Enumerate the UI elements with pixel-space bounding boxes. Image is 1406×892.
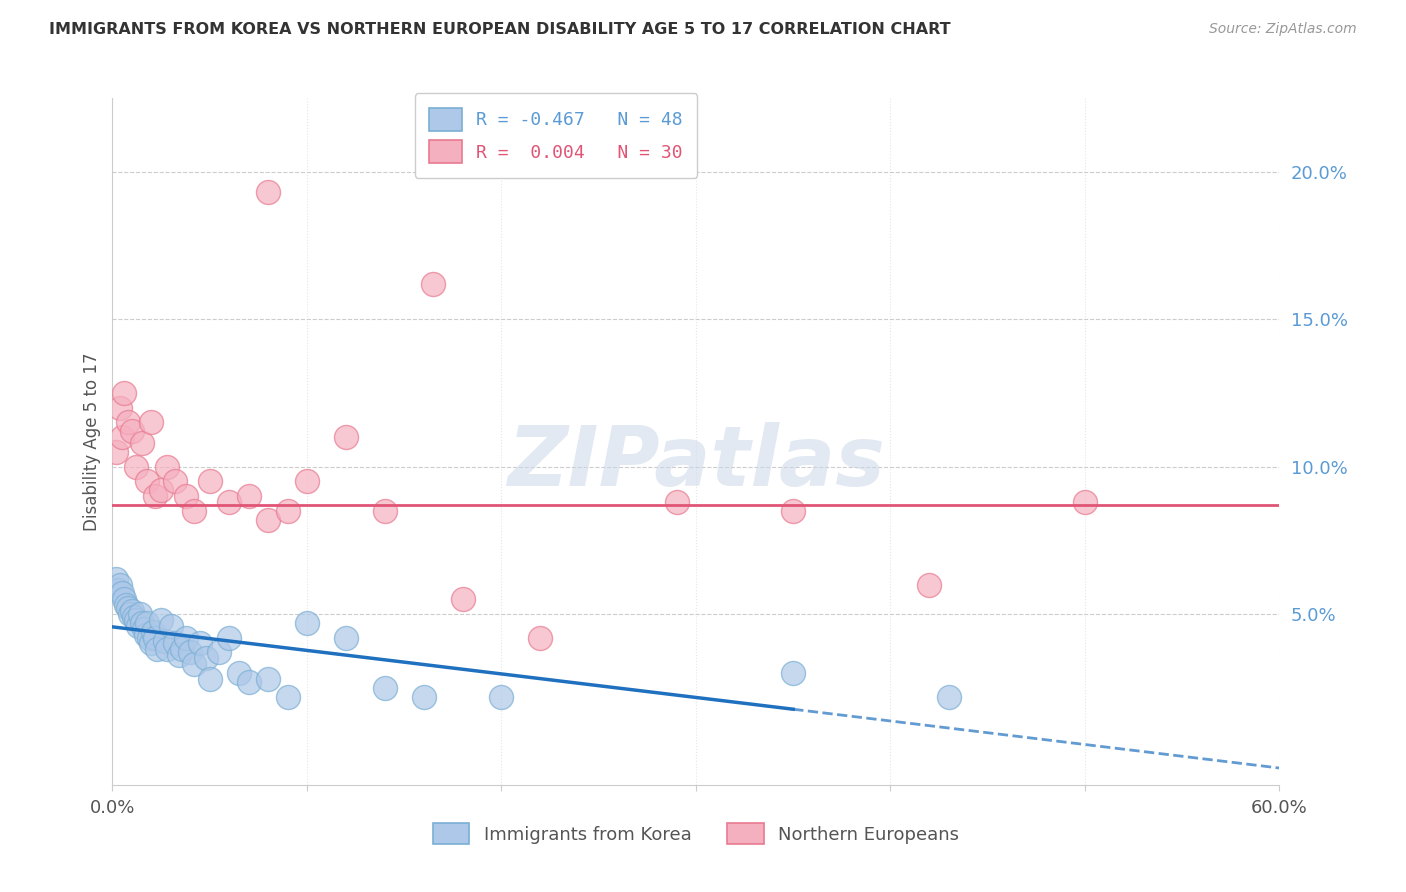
Point	[112, 385, 135, 400]
Point	[218, 495, 240, 509]
Point	[257, 672, 280, 686]
Point	[491, 690, 513, 704]
Point	[117, 416, 139, 430]
Point	[412, 690, 434, 704]
Point	[146, 642, 169, 657]
Text: Source: ZipAtlas.com: Source: ZipAtlas.com	[1209, 22, 1357, 37]
Point	[451, 592, 474, 607]
Point	[665, 495, 688, 509]
Point	[156, 642, 179, 657]
Point	[143, 489, 166, 503]
Point	[138, 631, 160, 645]
Point	[422, 277, 444, 291]
Point	[142, 624, 165, 639]
Point	[128, 607, 150, 621]
Point	[112, 592, 135, 607]
Point	[143, 631, 166, 645]
Point	[115, 598, 138, 612]
Point	[194, 651, 217, 665]
Point	[179, 645, 201, 659]
Y-axis label: Disability Age 5 to 17: Disability Age 5 to 17	[83, 352, 101, 531]
Point	[198, 475, 221, 489]
Text: IMMIGRANTS FROM KOREA VS NORTHERN EUROPEAN DISABILITY AGE 5 TO 17 CORRELATION CH: IMMIGRANTS FROM KOREA VS NORTHERN EUROPE…	[49, 22, 950, 37]
Point	[107, 583, 129, 598]
Point	[335, 631, 357, 645]
Point	[125, 459, 148, 474]
Point	[238, 489, 260, 503]
Point	[141, 416, 163, 430]
Point	[918, 577, 941, 591]
Point	[276, 690, 298, 704]
Point	[938, 690, 960, 704]
Point	[117, 601, 139, 615]
Point	[105, 572, 128, 586]
Point	[163, 636, 186, 650]
Point	[1074, 495, 1097, 509]
Point	[176, 631, 198, 645]
Point	[257, 513, 280, 527]
Point	[110, 401, 132, 415]
Point	[238, 674, 260, 689]
Point	[208, 645, 231, 659]
Point	[131, 436, 153, 450]
Point	[118, 607, 141, 621]
Point	[121, 604, 143, 618]
Point	[782, 504, 804, 518]
Point	[135, 627, 157, 641]
Point	[110, 577, 132, 591]
Point	[131, 615, 153, 630]
Point	[163, 475, 186, 489]
Point	[335, 430, 357, 444]
Point	[156, 459, 179, 474]
Point	[127, 619, 149, 633]
Point	[160, 619, 183, 633]
Point	[150, 483, 173, 498]
Point	[111, 586, 134, 600]
Point	[121, 424, 143, 438]
Point	[172, 642, 194, 657]
Point	[125, 613, 148, 627]
Point	[141, 636, 163, 650]
Point	[122, 610, 145, 624]
Point	[295, 615, 318, 630]
Point	[188, 636, 211, 650]
Point	[276, 504, 298, 518]
Point	[374, 681, 396, 695]
Point	[218, 631, 240, 645]
Point	[529, 631, 551, 645]
Point	[198, 672, 221, 686]
Text: ZIPatlas: ZIPatlas	[508, 422, 884, 503]
Point	[295, 475, 318, 489]
Point	[257, 186, 280, 200]
Point	[228, 665, 250, 680]
Legend: Immigrants from Korea, Northern Europeans: Immigrants from Korea, Northern European…	[426, 816, 966, 852]
Point	[176, 489, 198, 503]
Point	[132, 622, 155, 636]
Point	[136, 475, 159, 489]
Point	[153, 633, 176, 648]
Point	[150, 613, 173, 627]
Point	[111, 430, 134, 444]
Point	[183, 504, 205, 518]
Point	[782, 665, 804, 680]
Point	[183, 657, 205, 672]
Point	[136, 615, 159, 630]
Point	[105, 445, 128, 459]
Point	[374, 504, 396, 518]
Point	[167, 648, 190, 663]
